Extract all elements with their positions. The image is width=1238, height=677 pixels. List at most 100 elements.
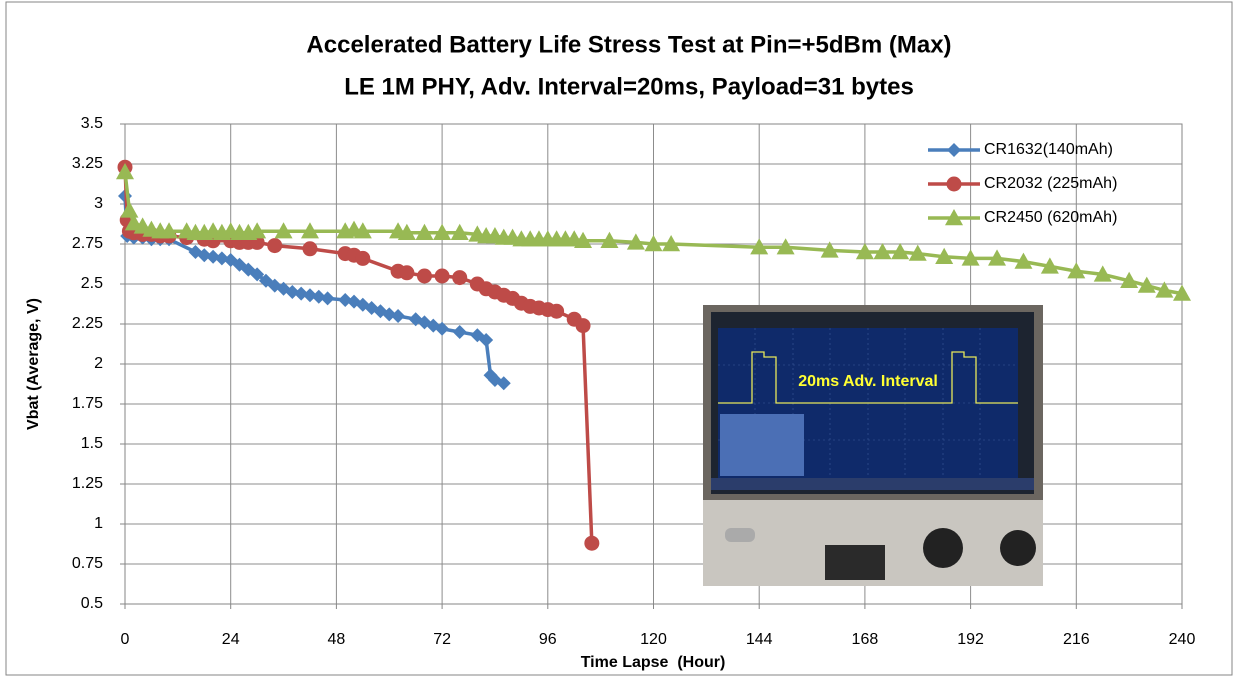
marker — [452, 270, 468, 286]
y-tick-label: 0.75 — [72, 555, 103, 572]
marker — [479, 333, 494, 347]
marker — [248, 222, 267, 239]
marker — [575, 318, 591, 334]
y-tick-label: 2.5 — [81, 275, 103, 292]
y-tick-label: 1 — [94, 515, 103, 532]
marker — [302, 241, 318, 257]
marker — [776, 238, 795, 255]
chart-title: Accelerated Battery Life Stress Test at … — [306, 31, 951, 58]
legend-label: CR2450 (620mAh) — [984, 209, 1117, 226]
chart-subtitle: LE 1M PHY, Adv. Interval=20ms, Payload=3… — [344, 73, 914, 100]
marker — [584, 535, 600, 551]
marker — [496, 376, 511, 391]
marker — [662, 235, 681, 252]
oscilloscope-photo: 20ms Adv. Interval — [703, 305, 1043, 586]
marker — [160, 222, 179, 239]
y-tick-label: 2 — [94, 355, 103, 372]
marker — [433, 223, 452, 240]
marker — [397, 223, 416, 240]
marker — [988, 249, 1007, 266]
legend: CR1632(140mAh) CR2032 (225mAh) CR2450 (620… — [928, 141, 1117, 226]
marker — [116, 163, 134, 180]
x-tick-label: 144 — [746, 631, 773, 648]
marker — [214, 251, 229, 266]
y-tick-label: 2.25 — [72, 315, 103, 332]
marker — [391, 309, 406, 323]
marker — [946, 176, 962, 192]
marker — [935, 247, 954, 264]
marker — [600, 231, 619, 248]
chart-border — [5, 1, 1233, 676]
marker — [452, 325, 467, 339]
x-tick-label: 96 — [539, 631, 557, 648]
marker — [355, 250, 371, 266]
scope-trace — [718, 351, 1018, 404]
marker — [1173, 284, 1191, 301]
marker — [1137, 276, 1156, 293]
marker — [274, 222, 293, 239]
device-board — [825, 545, 885, 580]
marker — [820, 241, 839, 258]
marker — [416, 268, 432, 284]
plot-border — [124, 123, 1183, 605]
marker — [947, 143, 961, 157]
marker — [415, 223, 434, 240]
marker — [1014, 252, 1033, 269]
marker — [1093, 265, 1112, 282]
y-tick-label: 0.5 — [81, 595, 103, 612]
x-tick-label: 120 — [640, 631, 667, 648]
x-tick-label: 240 — [1169, 631, 1196, 648]
marker — [855, 243, 874, 260]
y-tick-label: 2.75 — [72, 235, 103, 252]
scope-button — [725, 528, 755, 542]
marker — [338, 293, 353, 307]
marker — [1155, 281, 1174, 298]
y-tick-label: 3 — [94, 195, 103, 212]
marker — [549, 303, 565, 319]
scope-knob — [923, 528, 963, 568]
marker — [1040, 257, 1059, 274]
legend-label: CR2032 (225mAh) — [984, 175, 1117, 192]
x-tick-label: 192 — [957, 631, 984, 648]
marker — [267, 238, 283, 254]
marker — [197, 248, 212, 263]
marker — [574, 231, 593, 248]
x-tick-label: 216 — [1063, 631, 1090, 648]
x-tick-label: 168 — [852, 631, 879, 648]
annotation: 20ms Adv. Interval — [798, 373, 938, 390]
y-tick-label: 1.5 — [81, 435, 103, 452]
x-tick-label: 24 — [222, 631, 240, 648]
marker — [1067, 262, 1086, 279]
scope-knob — [1000, 530, 1036, 566]
marker — [945, 209, 963, 226]
plot-area: 0.5 0.75 1 1.25 1.5 1.75 2 2.25 2.5 2.75 3 3.25 3.5 0… — [72, 115, 1196, 648]
marker — [285, 285, 300, 299]
marker — [206, 249, 221, 264]
y-tick-label: 3.25 — [72, 155, 103, 172]
marker — [626, 233, 645, 250]
y-tick-label: 3.5 — [81, 115, 103, 132]
marker — [311, 289, 326, 304]
marker — [434, 268, 450, 284]
scope-cursor-box — [720, 414, 804, 476]
y-tick-label: 1.25 — [72, 475, 103, 492]
marker — [250, 267, 265, 282]
y-axis-label: Vbat (Average, V) — [25, 298, 42, 430]
marker — [320, 291, 335, 306]
marker — [382, 307, 397, 322]
marker — [908, 244, 927, 261]
marker — [435, 321, 450, 336]
marker — [873, 243, 892, 260]
x-tick-label: 72 — [433, 631, 451, 648]
marker — [294, 286, 309, 301]
marker — [644, 235, 663, 252]
legend-label: CR1632(140mAh) — [984, 141, 1113, 158]
x-tick-label: 48 — [328, 631, 346, 648]
scope-status-bar — [711, 478, 1034, 490]
marker — [961, 249, 980, 266]
marker — [399, 265, 415, 281]
marker — [891, 243, 910, 260]
marker — [302, 288, 317, 303]
marker — [450, 223, 469, 240]
